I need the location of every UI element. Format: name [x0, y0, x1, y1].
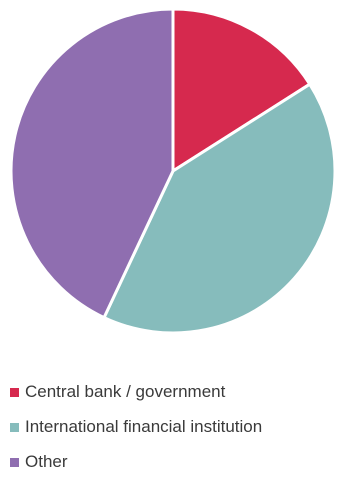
legend-swatch-central-bank [10, 387, 19, 397]
legend-item-central-bank: Central bank / government [10, 378, 345, 406]
legend-label-ifi: International financial institution [25, 417, 263, 436]
pie-slice-2 [102, 82, 337, 335]
legend-item-other: Other [10, 448, 345, 476]
legend-swatch-other [10, 457, 19, 467]
pie-slice-3 [9, 7, 175, 320]
legend-swatch-ifi [10, 422, 19, 432]
chart-legend: Central bank / government International … [10, 378, 345, 483]
legend-item-ifi: International financial institution [10, 413, 345, 441]
legend-label-other: Other [25, 452, 68, 471]
legend-label-central-bank: Central bank / government [25, 382, 226, 401]
pie-plot-area [9, 7, 337, 335]
pie-slice-1 [171, 7, 312, 173]
